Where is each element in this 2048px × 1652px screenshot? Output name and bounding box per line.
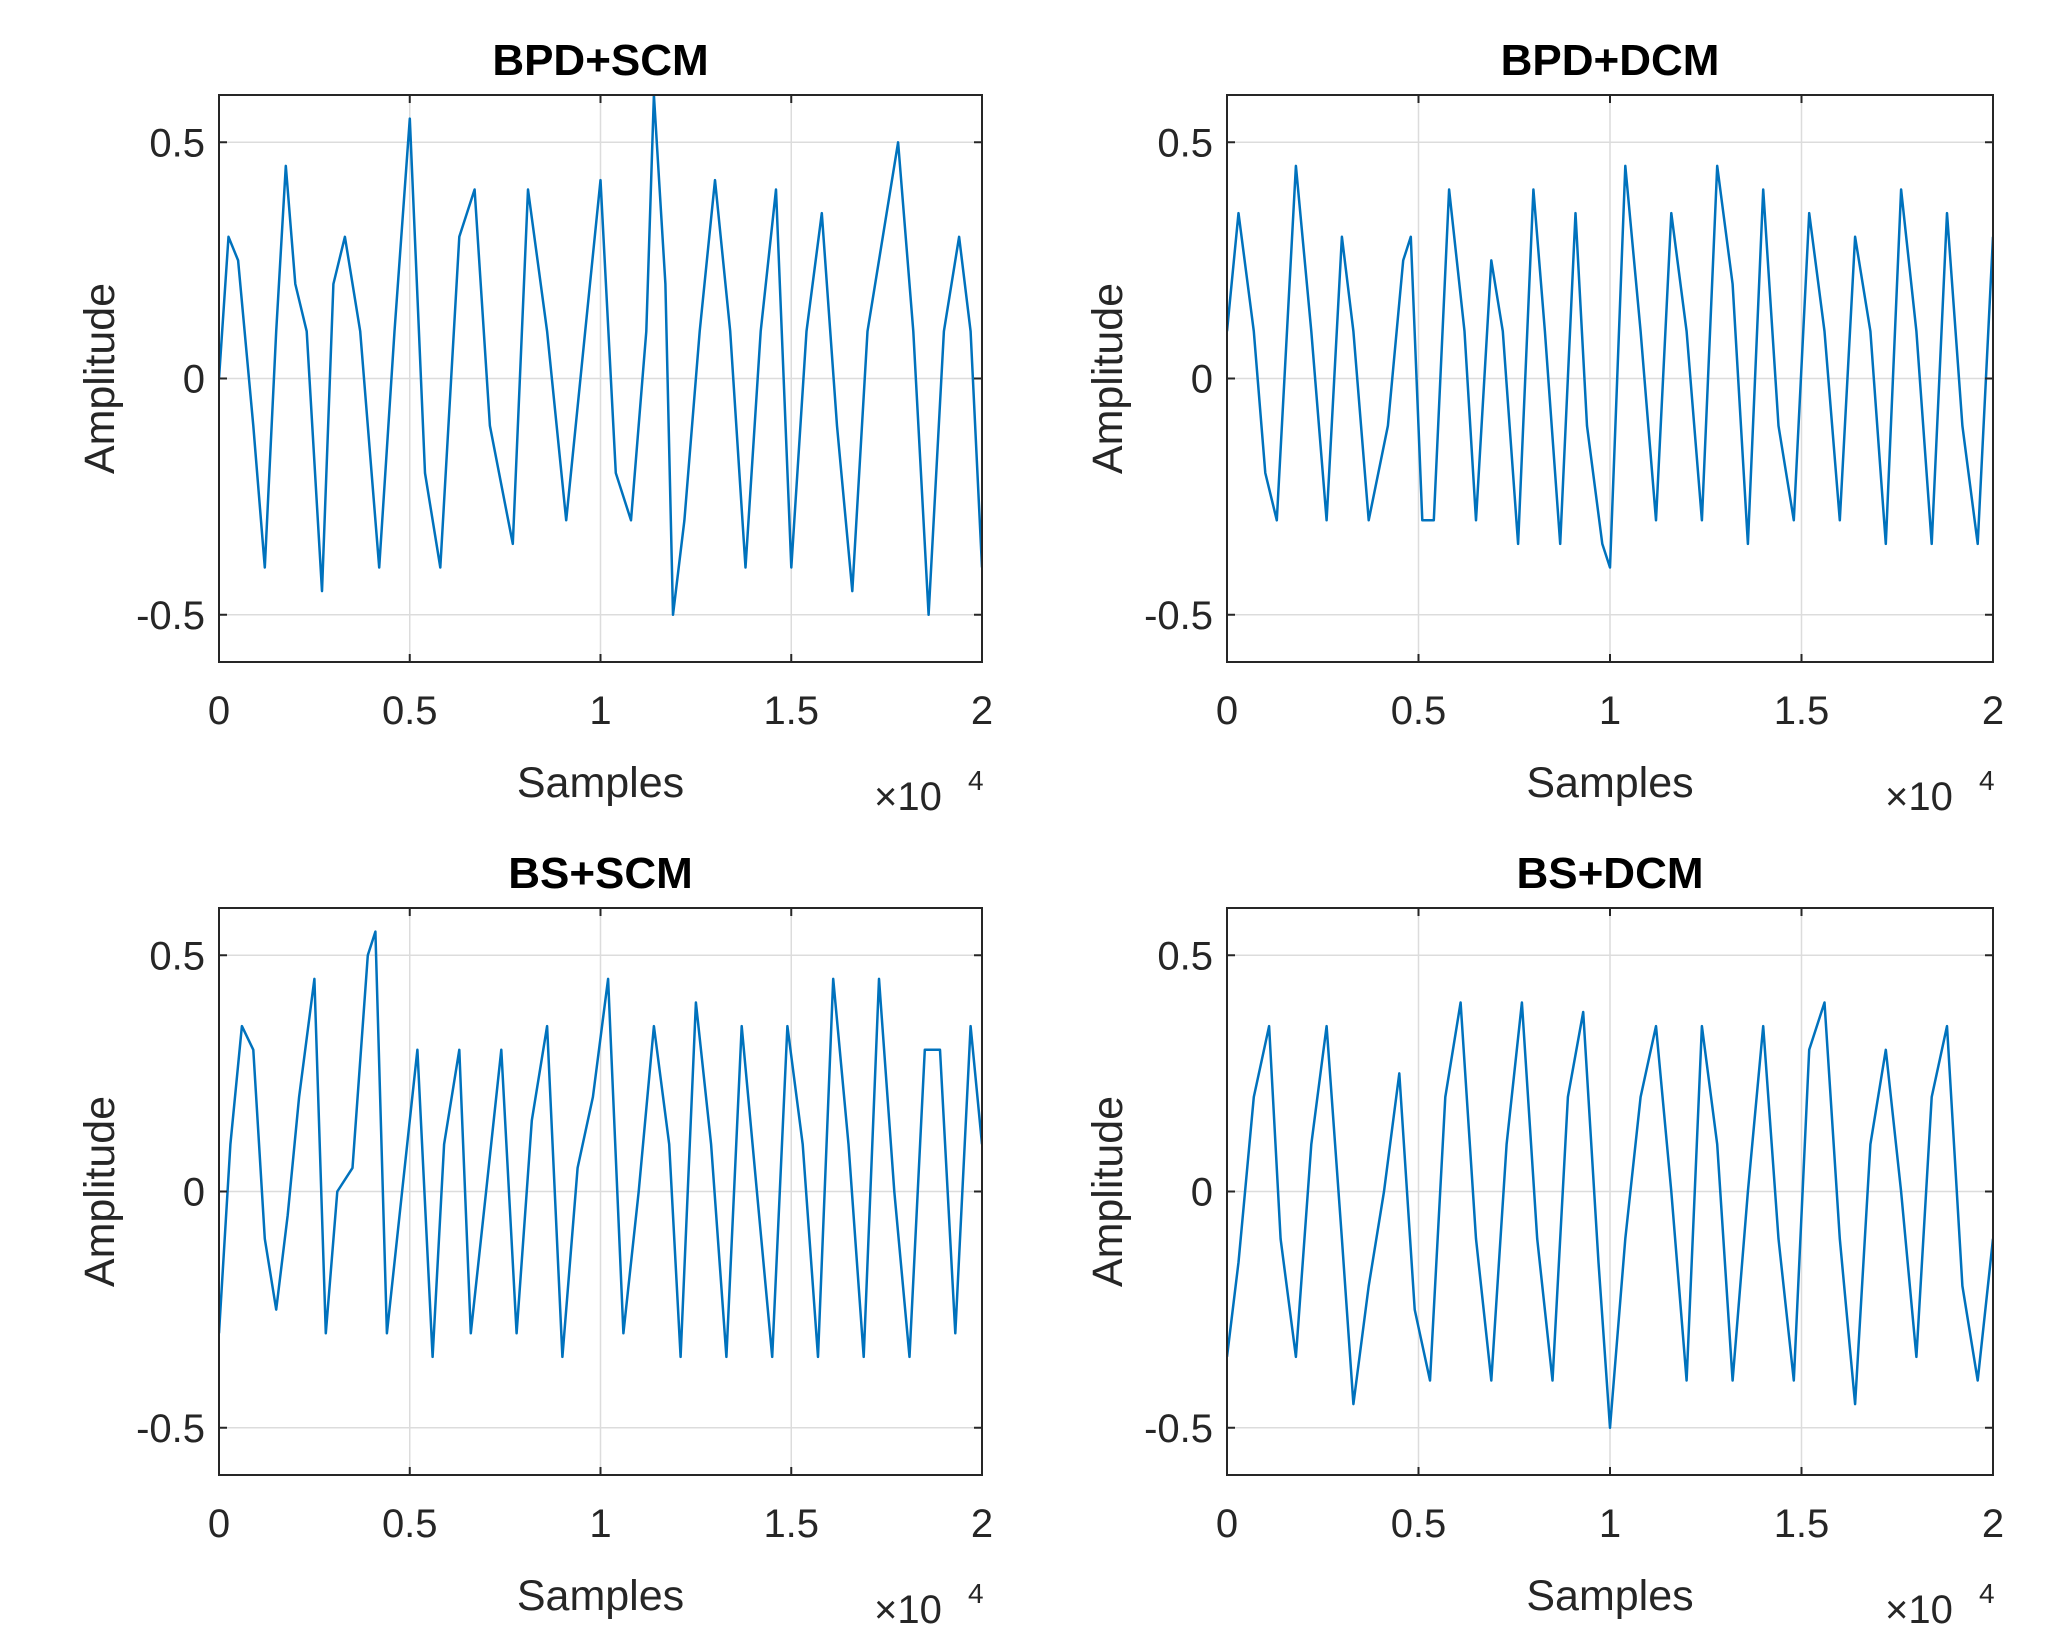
y-tick-label: -0.5 — [1144, 594, 1213, 638]
y-tick-label: -0.5 — [1144, 1407, 1213, 1451]
x-tick-label: 0.5 — [382, 689, 438, 733]
x-axis-label: Samples — [517, 1572, 684, 1620]
x-exponent-label: ×10 — [1885, 1588, 1953, 1632]
x-tick-label: 0 — [208, 1502, 230, 1546]
y-tick-label: 0.5 — [1157, 934, 1213, 978]
x-exponent-label: ×10 — [874, 775, 942, 819]
y-tick-label: 0.5 — [149, 121, 205, 165]
x-tick-label: 1 — [589, 1502, 611, 1546]
x-tick-label: 1.5 — [763, 689, 819, 733]
y-axis-label: Amplitude — [76, 283, 124, 474]
y-tick-label: 0.5 — [1157, 121, 1213, 165]
x-exponent-power: 4 — [968, 765, 984, 796]
subplot-4: 0 0.5 1 1.5 2 -0.5 0 0.5 BS+DCM Samples Amplitude ×… — [1084, 849, 2004, 1632]
x-tick-label: 0.5 — [1391, 689, 1447, 733]
y-tick-label: -0.5 — [136, 594, 205, 638]
x-tick-label: 0 — [208, 689, 230, 733]
y-tick-label: 0 — [1191, 1171, 1213, 1215]
x-tick-label: 1 — [1599, 689, 1621, 733]
x-exponent-power: 4 — [1979, 765, 1995, 796]
x-exponent-power: 4 — [1979, 1578, 1995, 1609]
series-line-signal — [1227, 164, 1993, 569]
x-exponent-label: ×10 — [1885, 775, 1953, 819]
x-tick-label: 1.5 — [763, 1502, 819, 1546]
x-tick-label: 1 — [1599, 1502, 1621, 1546]
chart-title: BPD+DCM — [1501, 36, 1720, 85]
subplot-3: 0 0.5 1 1.5 2 -0.5 0 0.5 BS+SCM Samples Amplitude ×… — [76, 849, 993, 1632]
series-line-signal — [219, 930, 982, 1359]
chart-title: BPD+SCM — [492, 36, 708, 85]
y-tick-label: 0 — [183, 1171, 205, 1215]
series-line-signal — [219, 95, 982, 617]
y-tick-label: 0.5 — [149, 934, 205, 978]
x-tick-label: 1.5 — [1774, 1502, 1830, 1546]
x-tick-label: 0.5 — [1391, 1502, 1447, 1546]
subplot-1: 0 0.5 1 1.5 2 -0.5 0 0.5 BPD+SCM Samples Amplitude… — [76, 36, 993, 819]
x-tick-label: 0 — [1216, 1502, 1238, 1546]
y-axis-label: Amplitude — [76, 1096, 124, 1287]
subplot-2: 0 0.5 1 1.5 2 -0.5 0 0.5 BPD+DCM Samples Amplitude… — [1084, 36, 2004, 819]
x-tick-label: 1.5 — [1774, 689, 1830, 733]
y-tick-label: 0 — [183, 358, 205, 402]
y-axis-label: Amplitude — [1084, 1096, 1132, 1287]
x-tick-label: 2 — [971, 689, 993, 733]
y-tick-label: -0.5 — [136, 1407, 205, 1451]
x-tick-label: 0.5 — [382, 1502, 438, 1546]
chart-title: BS+SCM — [508, 849, 693, 898]
x-axis-label: Samples — [517, 759, 684, 807]
series-line-signal — [1227, 1001, 1993, 1430]
y-tick-label: 0 — [1191, 358, 1213, 402]
x-axis-label: Samples — [1526, 759, 1693, 807]
x-tick-label: 1 — [589, 689, 611, 733]
x-tick-label: 2 — [971, 1502, 993, 1546]
x-exponent-label: ×10 — [874, 1588, 942, 1632]
x-exponent-power: 4 — [968, 1578, 984, 1609]
chart-title: BS+DCM — [1516, 849, 1703, 898]
y-axis-label: Amplitude — [1084, 283, 1132, 474]
x-tick-label: 0 — [1216, 689, 1238, 733]
x-tick-label: 2 — [1982, 1502, 2004, 1546]
x-axis-label: Samples — [1526, 1572, 1693, 1620]
x-tick-label: 2 — [1982, 689, 2004, 733]
